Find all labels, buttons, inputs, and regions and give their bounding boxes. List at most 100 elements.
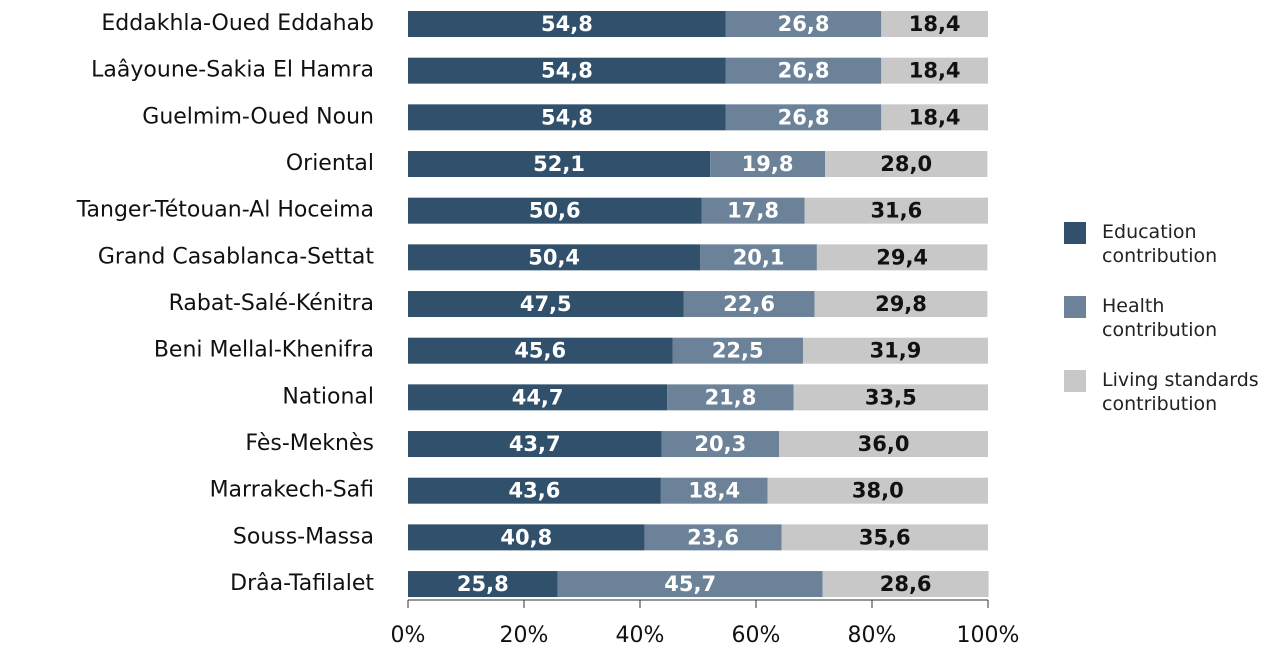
legend-label: Living standards contribution — [1102, 369, 1259, 415]
category-label: Oriental — [286, 151, 374, 176]
value-label: 50,4 — [528, 245, 580, 269]
bar-segment — [672, 337, 803, 364]
bar-segment — [661, 431, 780, 458]
value-label: 45,6 — [514, 339, 566, 363]
category-label: Guelmim-Oued Noun — [142, 104, 374, 129]
bar-segment — [881, 57, 988, 84]
bar-segment — [779, 431, 988, 458]
value-label: 18,4 — [909, 105, 961, 129]
bar-segment — [667, 384, 794, 411]
value-label: 50,6 — [529, 199, 581, 223]
bar-segment — [814, 291, 988, 318]
bar-segment — [408, 57, 726, 84]
bar-segment — [408, 104, 726, 131]
value-label: 47,5 — [520, 292, 572, 316]
bar-segment — [822, 571, 989, 598]
bar-segment — [793, 384, 988, 411]
category-label: Laâyoune-Sakia El Hamra — [91, 58, 374, 83]
value-label: 28,0 — [880, 152, 932, 176]
bar-segment — [816, 244, 988, 271]
x-tick-label: 40% — [616, 623, 665, 648]
legend-label: Health contribution — [1102, 295, 1218, 341]
value-label: 22,6 — [723, 292, 775, 316]
value-label: 20,1 — [733, 245, 785, 269]
value-label: 54,8 — [541, 12, 593, 36]
x-tick-label: 20% — [500, 623, 549, 648]
x-tick-label: 100% — [957, 623, 1020, 648]
category-label: Marrakech-Safi — [210, 478, 374, 503]
legend-label: Education contribution — [1102, 221, 1218, 267]
legend: Education contribution Health contributio… — [1064, 220, 1279, 442]
bar-segment — [408, 244, 701, 271]
value-label: 44,7 — [512, 385, 564, 409]
value-label: 17,8 — [727, 199, 779, 223]
value-label: 26,8 — [778, 12, 830, 36]
value-label: 38,0 — [852, 479, 904, 503]
legend-item: Education contribution — [1064, 220, 1279, 268]
bar-segment — [881, 104, 988, 131]
value-label: 29,8 — [875, 292, 927, 316]
bar-segment — [781, 524, 988, 551]
bar-segment — [408, 337, 673, 364]
bar-segment — [725, 104, 882, 131]
legend-swatch — [1064, 370, 1086, 392]
legend-item: Health contribution — [1064, 294, 1279, 342]
value-label: 26,8 — [778, 59, 830, 83]
bar-segment — [408, 571, 558, 598]
bar-segment — [700, 244, 817, 271]
value-label: 23,6 — [687, 525, 739, 549]
x-tick-label: 80% — [848, 623, 897, 648]
value-label: 25,8 — [457, 572, 509, 596]
value-label: 18,4 — [909, 59, 961, 83]
category-label: Eddakhla-Oued Eddahab — [101, 11, 374, 36]
value-label: 36,0 — [858, 432, 910, 456]
category-label: Rabat-Salé-Kénitra — [169, 291, 374, 316]
value-label: 22,5 — [712, 339, 764, 363]
bar-segment — [557, 571, 823, 598]
bar-segment — [825, 151, 988, 178]
legend-item: Living standards contribution — [1064, 368, 1279, 416]
legend-swatch — [1064, 222, 1086, 244]
value-label: 54,8 — [541, 105, 593, 129]
bar-segment — [408, 11, 726, 37]
bar-segment — [408, 197, 702, 224]
value-label: 43,6 — [509, 479, 561, 503]
category-label: Fès-Meknès — [245, 431, 374, 456]
value-label: 40,8 — [500, 525, 552, 549]
value-label: 54,8 — [541, 59, 593, 83]
value-label: 18,4 — [909, 12, 961, 36]
value-label: 43,7 — [509, 432, 561, 456]
category-label: Tanger-Tétouan-Al Hoceima — [76, 198, 374, 223]
legend-swatch — [1064, 296, 1086, 318]
category-label: Souss-Massa — [233, 524, 374, 549]
value-label: 31,9 — [870, 339, 922, 363]
bar-segment — [701, 197, 805, 224]
bar-segment — [660, 477, 768, 504]
value-label: 26,8 — [778, 105, 830, 129]
bar-segment — [725, 57, 882, 84]
value-label: 35,6 — [859, 525, 911, 549]
bar-segment — [881, 11, 988, 37]
value-label: 29,4 — [876, 245, 928, 269]
bar-segment — [767, 477, 988, 504]
value-label: 52,1 — [533, 152, 585, 176]
value-label: 19,8 — [742, 152, 794, 176]
bar-segment — [408, 477, 661, 504]
x-tick-label: 60% — [732, 623, 781, 648]
bar-segment — [408, 291, 684, 318]
bar-segment — [683, 291, 815, 318]
category-label: National — [282, 384, 374, 409]
bar-segment — [802, 337, 988, 364]
x-tick-label: 0% — [391, 623, 426, 648]
bar-segment — [408, 524, 645, 551]
value-label: 33,5 — [865, 385, 917, 409]
bar-segment — [804, 197, 988, 224]
value-label: 20,3 — [694, 432, 746, 456]
value-label: 28,6 — [880, 572, 932, 596]
bar-segment — [644, 524, 782, 551]
bar-segment — [710, 151, 826, 178]
bar-segment — [408, 431, 662, 458]
category-label: Grand Casablanca-Settat — [98, 244, 375, 269]
